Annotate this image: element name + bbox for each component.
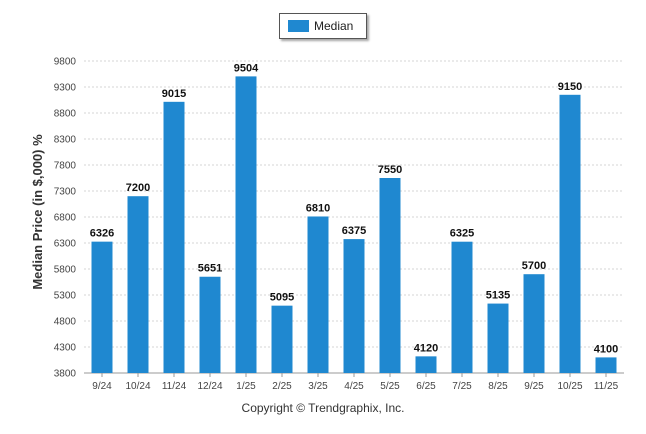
y-tick-label: 4300 bbox=[54, 343, 77, 354]
bar-6-25 bbox=[415, 356, 437, 373]
data-label: 6810 bbox=[306, 202, 330, 214]
x-tick-label: 7/25 bbox=[452, 381, 472, 392]
bar-12-24 bbox=[199, 276, 221, 373]
data-label: 5700 bbox=[522, 260, 546, 272]
y-tick-label: 5800 bbox=[54, 265, 77, 276]
data-labels: 6326 7200 9015 5651 9504 5095 6810 6375 7550 4120… bbox=[90, 62, 618, 355]
y-tick-label: 7300 bbox=[54, 187, 77, 198]
copyright-text: Copyright © Trendgraphix, Inc. bbox=[241, 401, 405, 415]
y-tick-label: 4800 bbox=[54, 317, 77, 328]
bar-7-25 bbox=[451, 241, 473, 373]
x-tick-label: 5/25 bbox=[380, 381, 400, 392]
bar-4-25 bbox=[343, 239, 365, 373]
data-label: 5095 bbox=[270, 292, 294, 304]
y-tick-label: 9800 bbox=[54, 57, 77, 68]
data-label: 7200 bbox=[126, 182, 150, 194]
y-tick-label: 3800 bbox=[54, 369, 77, 380]
y-tick-label: 8300 bbox=[54, 135, 77, 146]
data-label: 5651 bbox=[198, 263, 222, 275]
data-label: 6375 bbox=[342, 225, 366, 237]
data-label: 9015 bbox=[162, 88, 186, 100]
data-label: 4100 bbox=[594, 343, 618, 355]
bar-10-25 bbox=[559, 94, 581, 374]
data-label: 9504 bbox=[234, 62, 259, 74]
bar-3-25 bbox=[307, 216, 329, 373]
bar-11-24 bbox=[163, 101, 185, 373]
x-tick-label: 1/25 bbox=[236, 381, 256, 392]
x-tick-label: 8/25 bbox=[488, 381, 508, 392]
data-label: 6325 bbox=[450, 228, 474, 240]
x-tick-label: 2/25 bbox=[272, 381, 292, 392]
bars bbox=[91, 76, 617, 374]
bar-8-25 bbox=[487, 303, 509, 373]
x-tick-label: 9/25 bbox=[524, 381, 544, 392]
legend-label-median: Median bbox=[314, 19, 354, 33]
x-tick-label: 10/24 bbox=[125, 381, 150, 392]
y-tick-label: 5300 bbox=[54, 291, 77, 302]
bar-2-25 bbox=[271, 305, 293, 373]
x-tick-label: 9/24 bbox=[92, 381, 112, 392]
y-tick-label: 6300 bbox=[54, 239, 77, 250]
legend: Median bbox=[279, 13, 367, 39]
y-axis-title: Median Price (in $,000) % bbox=[30, 134, 45, 290]
bar-9-25 bbox=[523, 274, 545, 373]
legend-swatch-median bbox=[288, 20, 309, 32]
x-tick-label: 4/25 bbox=[344, 381, 364, 392]
x-tick-label: 11/24 bbox=[162, 381, 187, 392]
bar-5-25 bbox=[379, 178, 401, 373]
bar-9-24 bbox=[91, 241, 113, 373]
data-label: 7550 bbox=[378, 164, 402, 176]
bar-11-25 bbox=[595, 357, 617, 373]
y-tick-label: 9300 bbox=[54, 83, 77, 94]
data-label: 6326 bbox=[90, 228, 114, 240]
data-label: 9150 bbox=[558, 81, 582, 93]
bar-10-24 bbox=[127, 196, 149, 373]
x-tick-label: 10/25 bbox=[557, 381, 582, 392]
x-tick-label: 3/25 bbox=[308, 381, 328, 392]
x-tick-label: 6/25 bbox=[416, 381, 436, 392]
y-tick-label: 8800 bbox=[54, 109, 77, 120]
x-tick-label: 12/24 bbox=[197, 381, 222, 392]
data-label: 4120 bbox=[414, 342, 438, 354]
y-tick-label: 7800 bbox=[54, 161, 77, 172]
x-tick-label: 11/25 bbox=[594, 381, 619, 392]
data-label: 5135 bbox=[486, 290, 510, 302]
axes: 3800 4300 4800 5300 5800 6300 6800 7300 7800 8300… bbox=[54, 57, 624, 392]
bar-1-25 bbox=[235, 76, 257, 373]
y-tick-label: 6800 bbox=[54, 213, 77, 224]
